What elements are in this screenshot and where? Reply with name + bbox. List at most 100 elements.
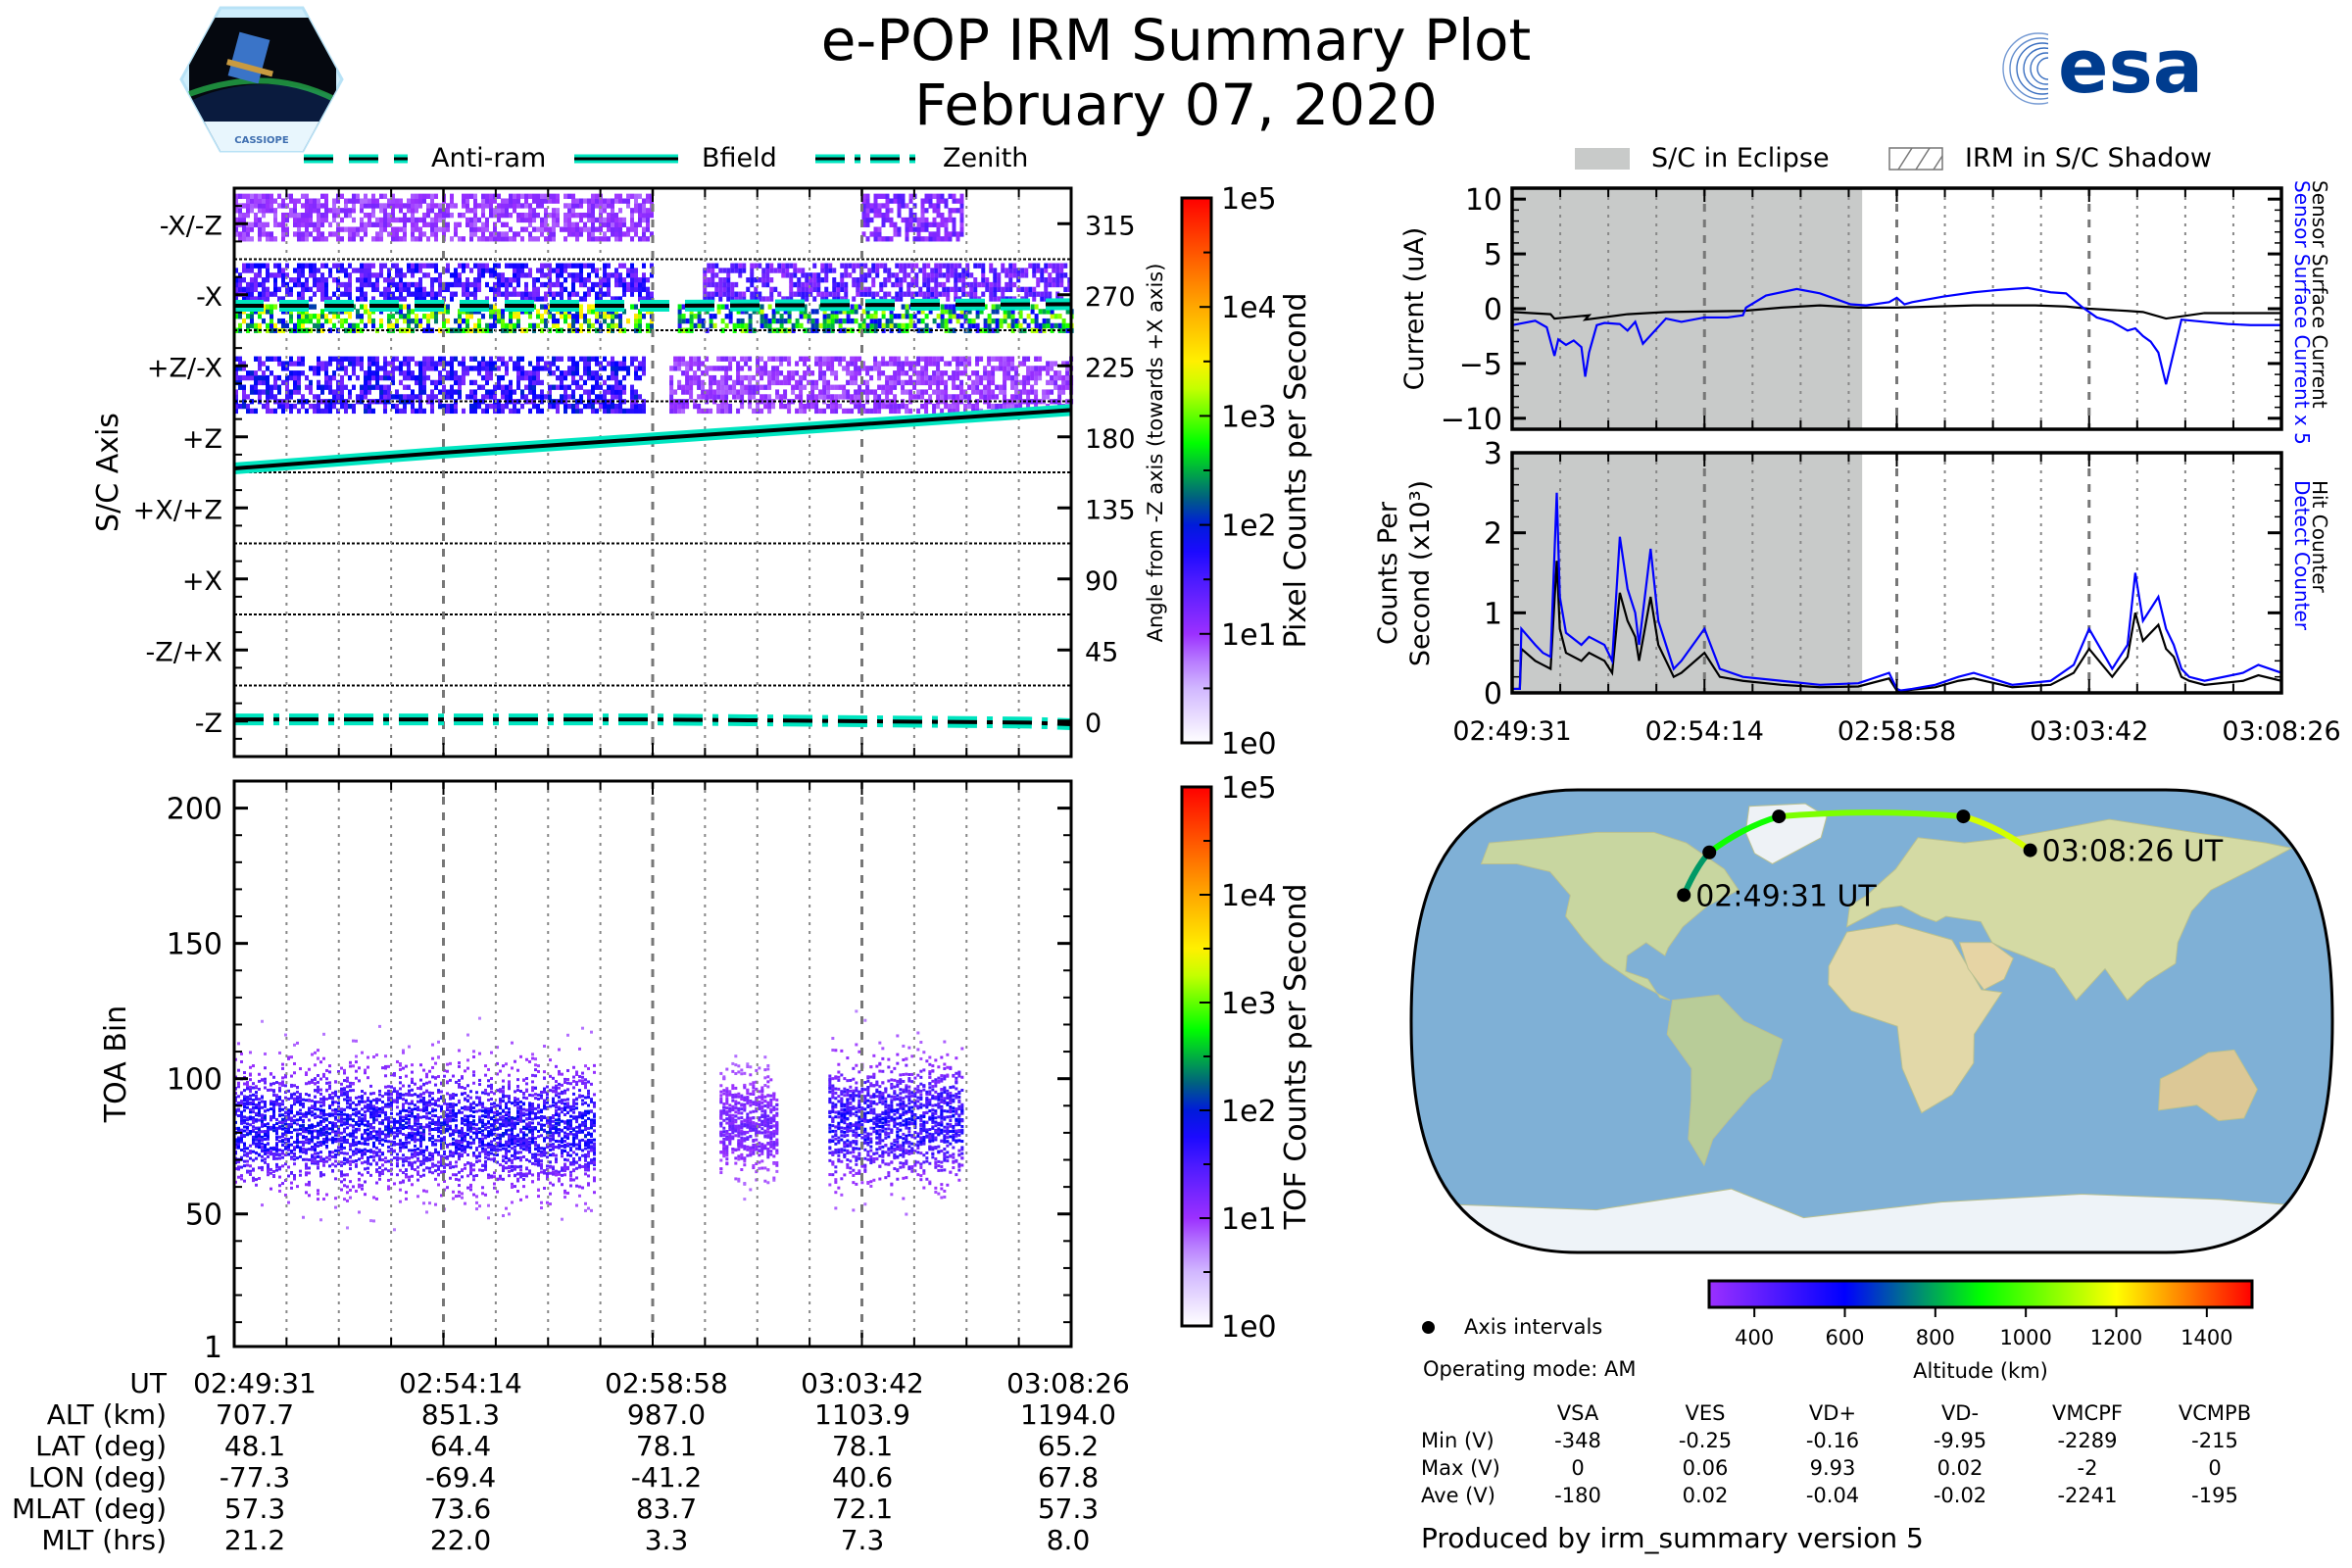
heatmap-cell xyxy=(1034,370,1039,376)
heatmap-cell xyxy=(242,389,246,395)
heatmap-cell xyxy=(273,286,277,293)
heatmap-cell xyxy=(975,361,980,367)
heatmap-cell xyxy=(634,231,638,237)
heatmap-cell xyxy=(801,296,806,302)
heatmap-cell xyxy=(1030,327,1035,333)
heatmap-cell xyxy=(403,272,407,278)
heatmap-cell xyxy=(391,296,395,302)
heatmap-cell xyxy=(360,394,364,400)
heatmap-cell xyxy=(320,314,324,319)
heatmap-cell xyxy=(505,361,509,367)
heatmap-cell xyxy=(348,277,352,283)
heatmap-cell xyxy=(1004,286,1009,293)
heatmap-cell xyxy=(1038,356,1043,362)
heatmap-cell xyxy=(258,281,262,288)
heatmap-cell xyxy=(920,221,925,227)
heatmap-cell xyxy=(403,231,407,237)
heatmap-cell xyxy=(779,356,784,362)
heatmap-cell xyxy=(301,212,305,219)
heatmap-cell xyxy=(1044,277,1049,283)
heatmap-cell xyxy=(587,226,591,232)
heatmap-cell xyxy=(442,384,446,390)
heatmap-cell xyxy=(797,291,802,297)
heatmap-cell xyxy=(944,384,949,390)
heatmap-cell xyxy=(630,193,634,199)
heatmap-cell xyxy=(399,370,403,376)
heatmap-cell xyxy=(603,221,607,227)
heatmap-cell xyxy=(387,212,391,219)
heatmap-cell xyxy=(301,281,305,288)
heatmap-cell xyxy=(801,286,806,293)
heatmap-cell xyxy=(477,322,481,329)
heatmap-cell xyxy=(709,408,713,415)
heatmap-cell xyxy=(407,366,411,371)
heatmap-cell xyxy=(513,268,516,273)
heatmap-cell xyxy=(516,281,520,288)
heatmap-cell xyxy=(769,277,774,283)
heatmap-cell xyxy=(881,217,886,223)
heatmap-cell xyxy=(685,389,690,395)
heatmap-cell xyxy=(446,268,450,273)
heatmap-cell xyxy=(832,268,837,273)
heatmap-cell xyxy=(571,203,575,209)
heatmap-cell xyxy=(270,370,273,376)
heatmap-cell xyxy=(454,356,458,362)
heatmap-cell xyxy=(1036,263,1041,269)
heatmap-cell xyxy=(912,322,917,329)
heatmap-cell xyxy=(1030,309,1035,315)
heatmap-cell xyxy=(622,361,626,367)
heatmap-cell xyxy=(889,384,894,390)
heatmap-cell xyxy=(952,226,956,232)
heatmap-cell xyxy=(454,318,458,324)
heatmap-cell xyxy=(238,217,242,223)
heatmap-cell xyxy=(528,374,532,381)
heatmap-cell xyxy=(552,370,556,376)
heatmap-cell xyxy=(340,281,344,288)
heatmap-cell xyxy=(407,356,411,362)
heatmap-cell xyxy=(469,379,473,386)
heatmap-cell xyxy=(583,356,587,362)
heatmap-cell xyxy=(1004,272,1009,278)
heatmap-cell xyxy=(750,268,755,273)
toa-cell xyxy=(252,1082,255,1086)
heatmap-cell xyxy=(567,193,571,199)
heatmap-cell xyxy=(959,384,964,390)
toa-cell xyxy=(284,1146,287,1150)
heatmap-cell xyxy=(528,384,532,390)
heatmap-cell xyxy=(1012,263,1017,269)
heatmap-cell xyxy=(266,268,270,273)
heatmap-cell xyxy=(497,208,501,214)
heatmap-cell xyxy=(438,291,442,297)
heatmap-cell xyxy=(270,203,273,209)
heatmap-cell xyxy=(375,356,379,362)
heatmap-cell xyxy=(730,263,735,269)
heatmap-cell xyxy=(250,193,254,199)
heatmap-cell xyxy=(270,304,273,310)
heatmap-cell xyxy=(332,208,336,214)
heatmap-cell xyxy=(842,394,847,400)
heatmap-cell xyxy=(793,272,798,278)
heatmap-cell xyxy=(328,379,332,386)
heatmap-cell xyxy=(438,217,442,223)
heatmap-cell xyxy=(810,384,815,390)
heatmap-cell xyxy=(830,403,835,410)
heatmap-cell xyxy=(630,356,634,362)
heatmap-cell xyxy=(646,277,650,283)
heatmap-cell xyxy=(854,366,858,371)
heatmap-cell xyxy=(997,277,1002,283)
heatmap-cell xyxy=(763,394,768,400)
heatmap-cell xyxy=(309,403,313,410)
heatmap-cell xyxy=(618,384,622,390)
heatmap-cell xyxy=(701,408,706,415)
heatmap-cell xyxy=(320,277,324,283)
toa-cell xyxy=(243,1118,246,1122)
heatmap-cell xyxy=(924,403,929,410)
heatmap-cell xyxy=(450,370,454,376)
heatmap-cell xyxy=(262,403,266,410)
heatmap-cell xyxy=(242,296,246,302)
heatmap-cell xyxy=(418,263,422,269)
heatmap-cell xyxy=(677,366,682,371)
heatmap-cell xyxy=(697,361,702,367)
heatmap-cell xyxy=(391,281,395,288)
toa-cell xyxy=(243,1150,246,1153)
